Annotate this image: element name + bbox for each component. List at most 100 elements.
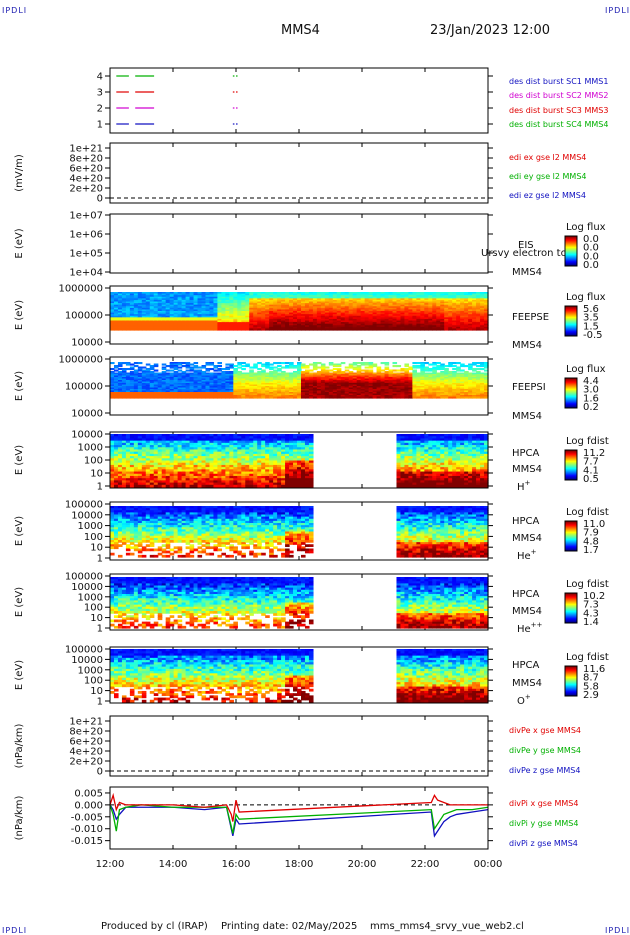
spectrogram-cell <box>114 397 119 399</box>
spectrogram-cell <box>317 397 322 399</box>
spectrogram-cell <box>213 328 218 330</box>
spectrogram-cell <box>174 485 179 488</box>
spectrogram-cell <box>476 397 481 399</box>
spectrogram-cell <box>130 368 135 370</box>
spectrogram-cell <box>134 328 139 330</box>
y-axis-label: E (eV) <box>14 445 25 475</box>
spectrogram-cell <box>345 370 350 372</box>
spectrogram-cell <box>118 397 123 399</box>
spectrogram-cell <box>166 397 171 399</box>
spectrogram-cell <box>225 328 230 330</box>
spectrogram-cell <box>277 397 282 399</box>
spectrogram-cell <box>154 370 159 372</box>
spectrogram-cell <box>174 397 179 399</box>
spectrogram-cell <box>269 397 274 399</box>
colorbar-tick-label: -0.5 <box>583 330 603 341</box>
spectrogram-cell <box>205 370 210 372</box>
spectrogram-cell <box>154 365 159 367</box>
y-tick-label: 100 <box>84 456 103 467</box>
spectrogram-cell <box>460 397 465 399</box>
spectrogram-cell <box>309 364 314 366</box>
spectrogram-cell <box>110 368 115 370</box>
spectrogram-cell <box>150 368 155 370</box>
spectrogram-cell <box>186 397 191 399</box>
spectrogram-cell <box>138 397 143 399</box>
y-tick-label: 0 <box>97 194 103 205</box>
y-tick-label: 4e+20 <box>69 174 103 185</box>
y-tick-label: 1e+21 <box>69 144 103 155</box>
spectrogram-cell <box>353 368 358 370</box>
spectrogram-cell <box>345 397 350 399</box>
spectrogram-cell <box>456 328 461 330</box>
spectrogram-cell <box>138 485 143 488</box>
spectrogram-cell <box>480 328 485 330</box>
spectrogram-cell <box>353 328 358 330</box>
spectrogram-cell <box>118 485 123 488</box>
spectrogram-cell <box>166 365 171 367</box>
spectrogram-cell <box>373 397 378 399</box>
spectrogram-cell <box>444 397 449 399</box>
spectrogram-cell <box>432 397 437 399</box>
spectrogram-cell <box>377 328 382 330</box>
spectrogram-cell <box>205 364 210 366</box>
spectrogram-cell <box>194 367 199 369</box>
spectrogram-cell <box>174 328 179 330</box>
spectrogram-cell <box>480 397 485 399</box>
spectrogram-cell <box>273 367 278 369</box>
y-tick-label: 1e+04 <box>69 268 103 279</box>
spectrogram-cell <box>166 370 171 372</box>
y-tick-label: 10 <box>90 469 103 480</box>
spectrogram-cell <box>217 397 222 399</box>
spectrogram-cell <box>162 397 167 399</box>
spectrogram-cell <box>337 397 342 399</box>
spectrogram-cell <box>480 368 485 370</box>
spectrogram-cell <box>190 328 195 330</box>
spectrogram-cell <box>313 397 318 399</box>
spectrogram-cell <box>237 364 242 366</box>
spectrogram-cell <box>269 368 274 370</box>
spectrogram-cell <box>337 365 342 367</box>
spectrogram-cell <box>170 397 175 399</box>
spectrogram-cell <box>217 362 222 364</box>
spectrogram-cell <box>241 362 246 364</box>
spectrogram-cell <box>229 328 234 330</box>
spectrogram-cell <box>293 367 298 369</box>
spectrogram-cell <box>241 328 246 330</box>
spectrogram-cell <box>313 328 318 330</box>
spectrogram-cell <box>130 485 135 488</box>
spectrogram-cell <box>261 365 266 367</box>
spectrogram-cell <box>428 370 433 372</box>
spectrogram-cell <box>142 397 147 399</box>
spectrogram-cell <box>281 367 286 369</box>
spectrogram-cell <box>209 364 214 366</box>
spectrogram-cell <box>333 397 338 399</box>
spectrogram-cell <box>408 368 413 370</box>
spectrogram-cell <box>329 364 334 366</box>
spectrogram-cell <box>198 367 203 369</box>
spectrogram-cell <box>396 370 401 372</box>
spectrogram-cell <box>134 397 139 399</box>
spectrogram-cell <box>412 367 417 369</box>
spectrogram-cell <box>122 485 127 488</box>
spectrogram-cell <box>297 328 302 330</box>
spectrogram-cell <box>416 328 421 330</box>
spectrogram-cell <box>365 367 370 369</box>
y-tick-label: 2e+20 <box>69 184 103 195</box>
spectrogram-cell <box>456 370 461 372</box>
spectrogram-cell <box>114 370 119 372</box>
spectrogram-cell <box>130 397 135 399</box>
spectrogram-cell <box>460 328 465 330</box>
spectrogram-cell <box>317 362 322 364</box>
spectrogram-cell <box>162 364 167 366</box>
spectrogram-cell <box>265 367 270 369</box>
spectrogram-cell <box>190 364 195 366</box>
spectrogram-cell <box>110 397 115 399</box>
spectrogram-cell <box>213 397 218 399</box>
spectrogram-cell <box>261 397 266 399</box>
spectrogram-cell <box>237 397 242 399</box>
spectrogram-cell <box>122 362 127 364</box>
